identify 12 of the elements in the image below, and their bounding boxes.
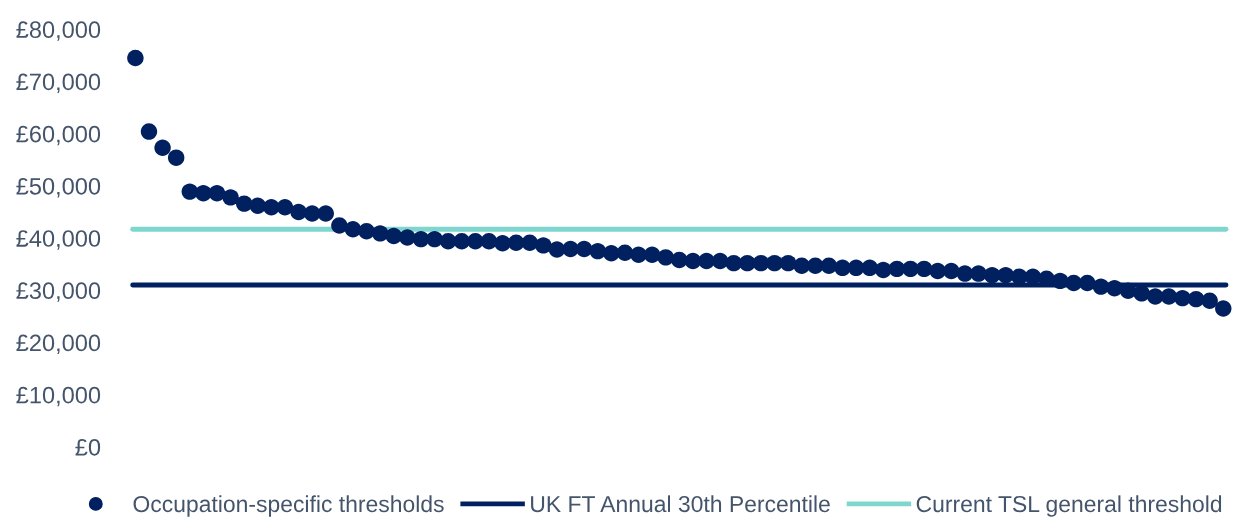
legend-label: Current TSL general threshold [916,495,1222,517]
y-tick-label: £70,000 [16,73,101,94]
legend-label: UK FT Annual 30th Percentile [531,495,830,513]
y-tick-label: £10,000 [16,386,101,407]
y-tick-label: £40,000 [16,230,101,250]
y-tick-label: £0 [75,438,101,456]
y-tick-label: £80,000 [16,21,101,41]
y-tick-label: £30,000 [16,282,101,302]
y-tick-label: £50,000 [16,177,101,198]
legend-label: Occupation-specific thresholds [133,495,444,517]
y-tick-label: £60,000 [16,125,101,146]
y-tick-label: £20,000 [16,334,101,355]
